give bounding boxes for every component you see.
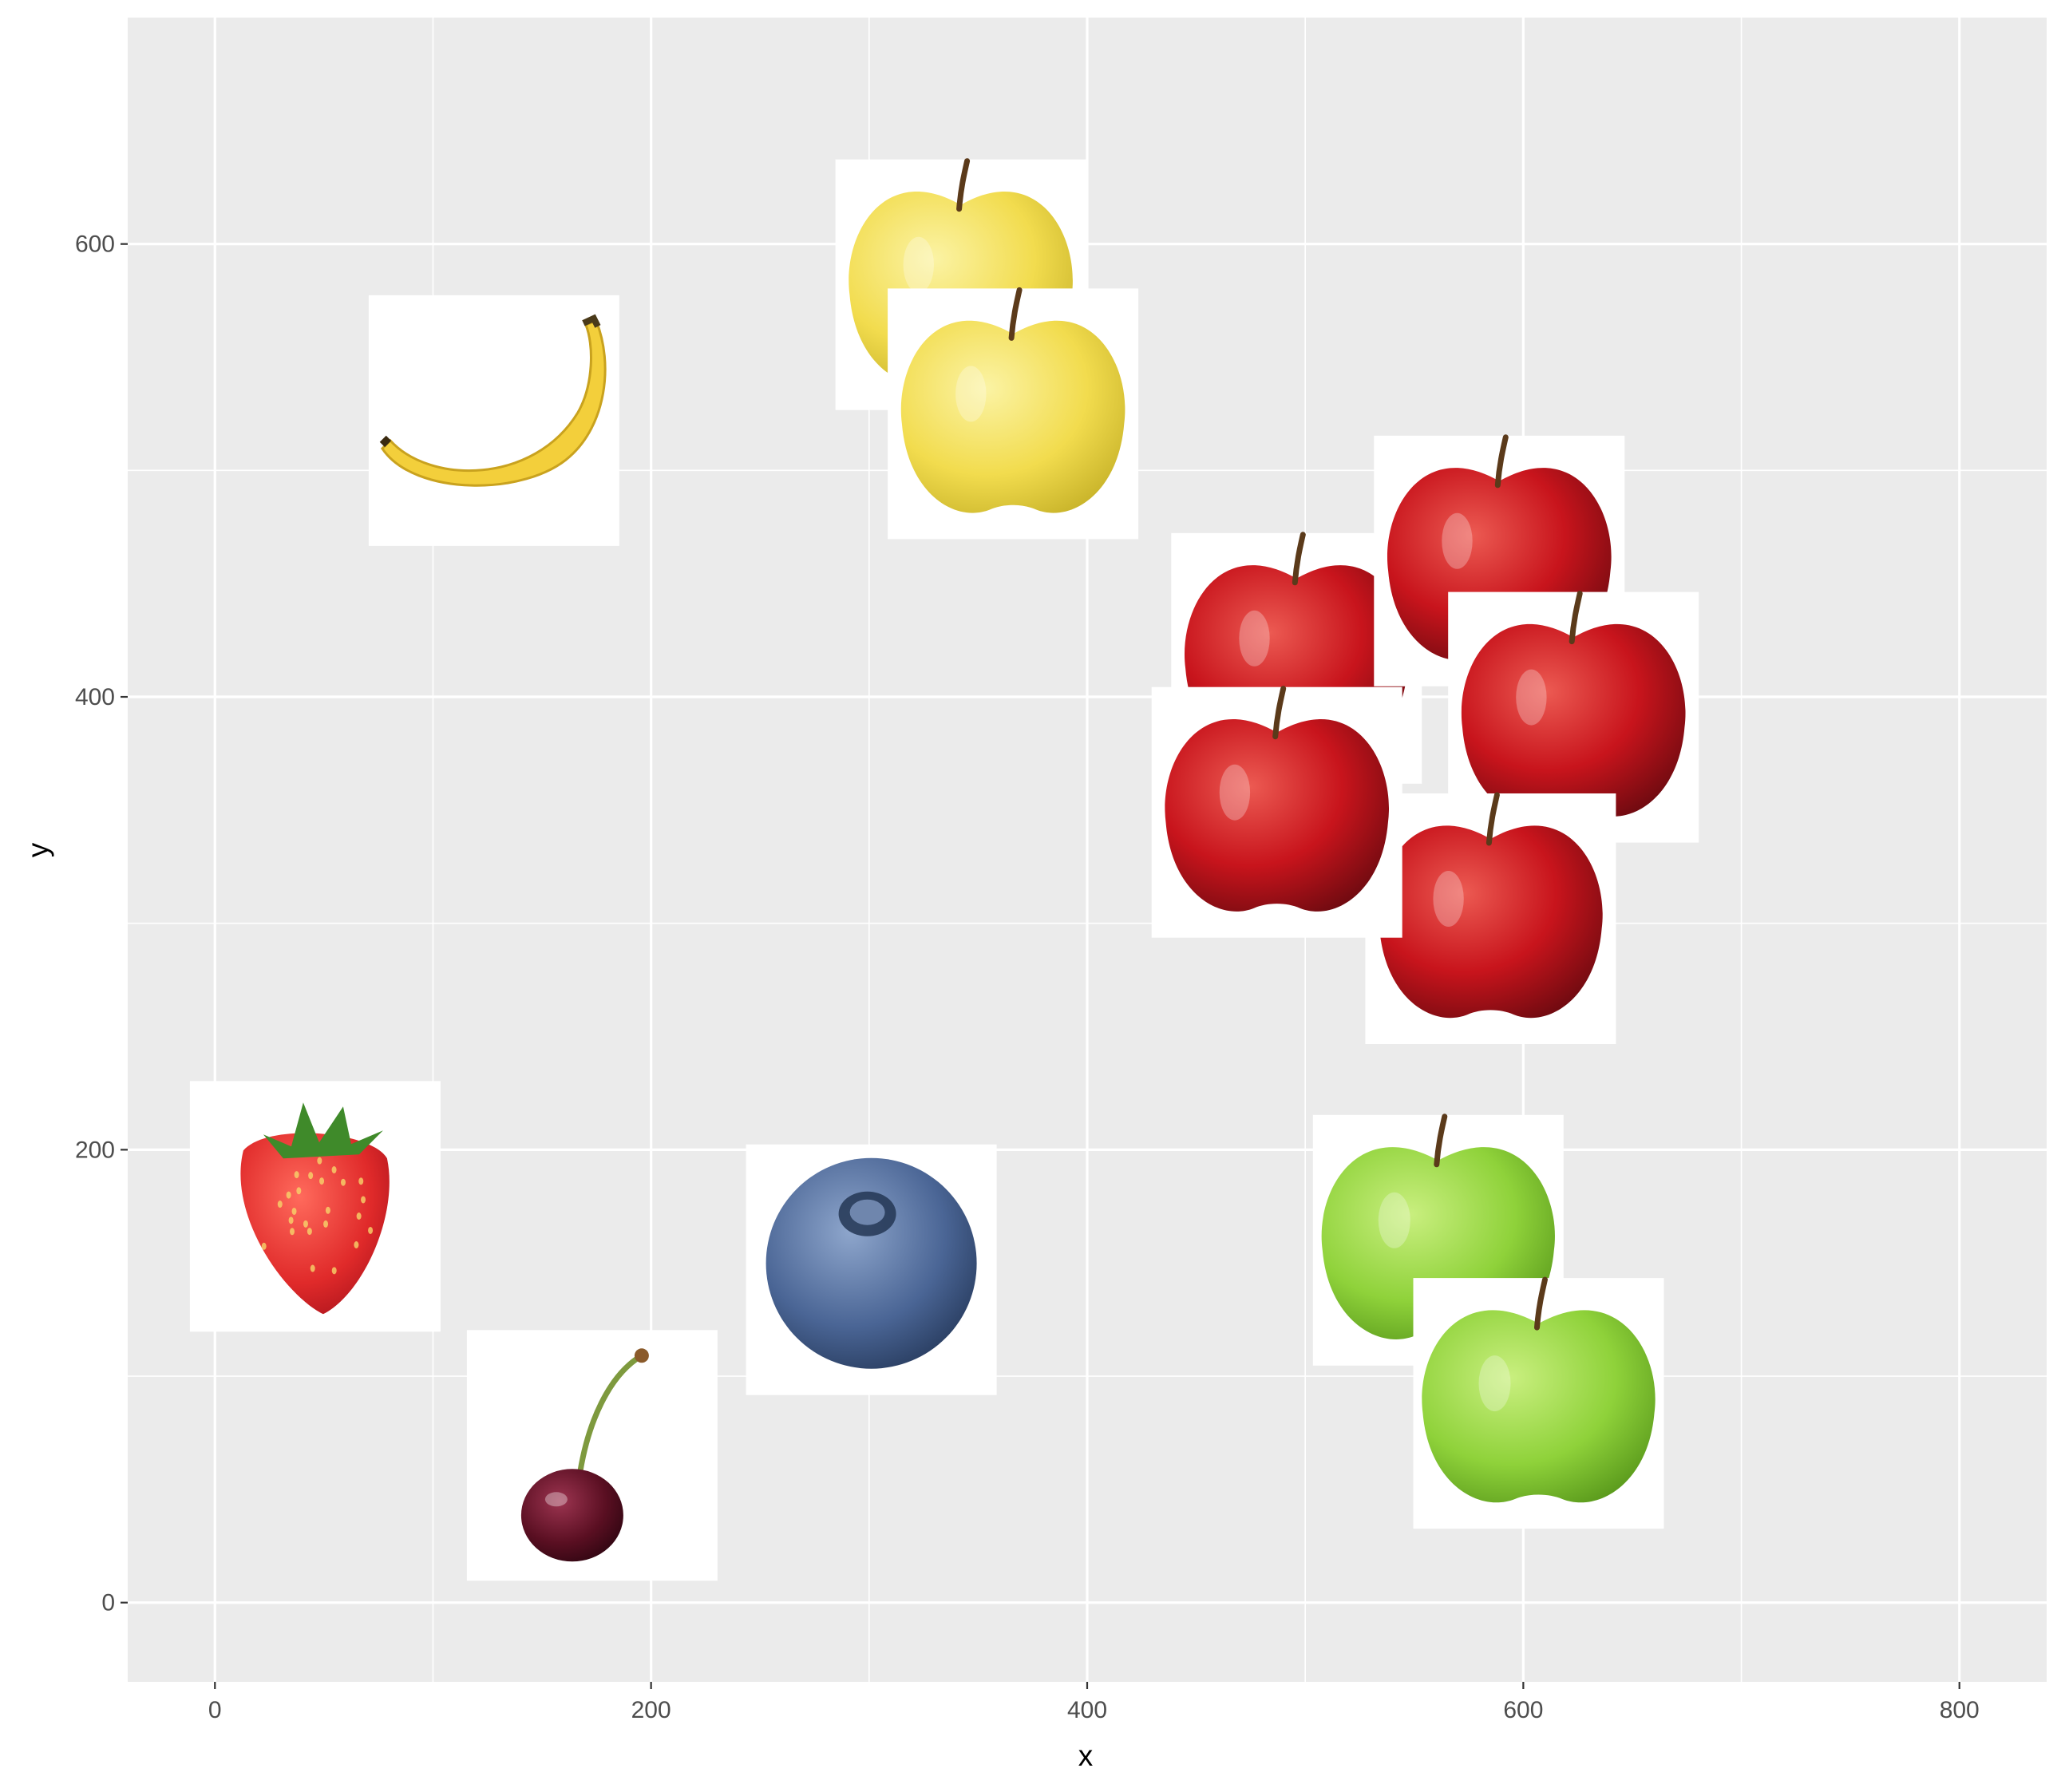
x-tick-label: 600: [1503, 1697, 1543, 1723]
y-tick-label: 0: [101, 1590, 115, 1616]
data-point-strawberry: [189, 1081, 441, 1332]
red-apple-icon: [1165, 686, 1390, 912]
x-axis-title: x: [1078, 1739, 1094, 1772]
banana-icon: [379, 314, 607, 487]
data-point-red-apple: [1365, 792, 1616, 1044]
x-tick-label: 800: [1940, 1697, 1980, 1723]
data-point-blueberry: [746, 1144, 997, 1395]
y-axis-title: y: [22, 842, 54, 857]
x-tick-label: 0: [208, 1697, 222, 1723]
data-point-green-apple: [1413, 1276, 1664, 1529]
green-apple-icon: [1422, 1276, 1656, 1503]
data-point-golden-apple: [888, 287, 1139, 540]
y-tick-label: 400: [75, 684, 115, 710]
golden-apple-icon: [900, 287, 1125, 513]
y-tick-label: 200: [75, 1137, 115, 1163]
data-point-banana: [368, 295, 619, 546]
strawberry-icon: [240, 1102, 390, 1315]
y-tick-label: 600: [75, 231, 115, 258]
red-apple-icon: [1461, 591, 1686, 817]
data-point-red-apple: [1151, 686, 1402, 938]
x-tick-label: 200: [631, 1697, 671, 1723]
blueberry-icon: [765, 1157, 977, 1369]
data-point-cherry: [466, 1330, 718, 1581]
red-apple-icon: [1379, 792, 1603, 1019]
cherry-icon: [520, 1348, 649, 1562]
data-points: [189, 158, 1699, 1581]
data-point-red-apple: [1448, 591, 1699, 843]
axis-ticks: 0 200 400 600 800 0 200 400 600: [75, 231, 1980, 1723]
x-tick-label: 400: [1067, 1697, 1107, 1723]
